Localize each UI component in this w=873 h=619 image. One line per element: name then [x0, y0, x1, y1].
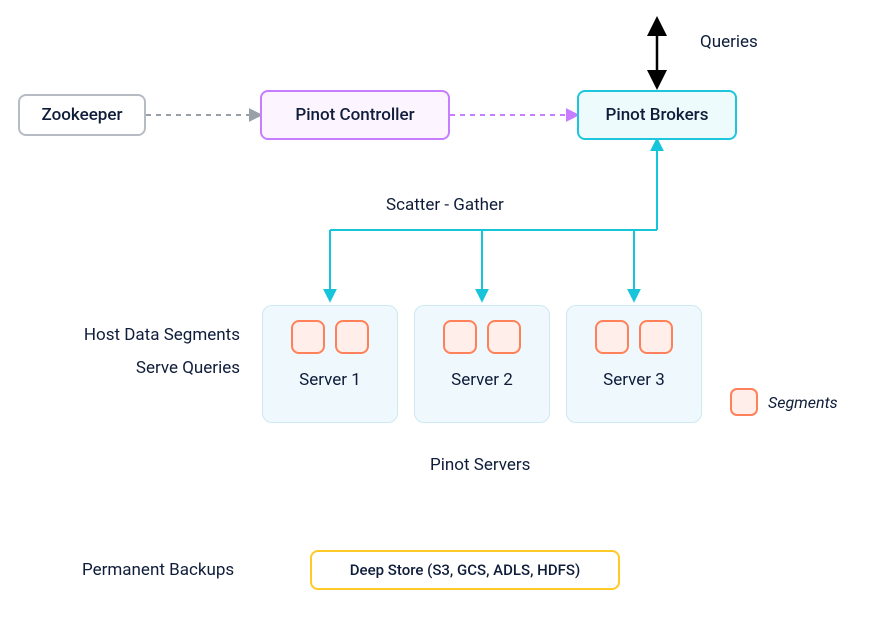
server-label: Server 3 [603, 370, 665, 390]
legend-label: Segments [768, 393, 838, 412]
segments-row [595, 320, 673, 354]
label-queries: Queries [700, 32, 758, 52]
label-host-data-segments: Host Data Segments [40, 325, 240, 345]
node-deep-store: Deep Store (S3, GCS, ADLS, HDFS) [310, 550, 620, 590]
node-zookeeper: Zookeeper [18, 94, 146, 136]
segment-icon [730, 388, 758, 416]
server-label: Server 2 [451, 370, 513, 390]
server-box-1: Server 1 [262, 305, 398, 423]
server-box-2: Server 2 [414, 305, 550, 423]
segment-icon [487, 320, 521, 354]
segment-icon [443, 320, 477, 354]
segments-row [291, 320, 369, 354]
segment-icon [639, 320, 673, 354]
node-label: Pinot Controller [295, 105, 414, 125]
label-pinot-servers: Pinot Servers [430, 455, 530, 475]
legend-segments: Segments [730, 388, 838, 416]
server-box-3: Server 3 [566, 305, 702, 423]
node-label: Deep Store (S3, GCS, ADLS, HDFS) [350, 561, 580, 579]
segment-icon [335, 320, 369, 354]
label-scatter-gather: Scatter - Gather [386, 195, 504, 215]
segment-icon [595, 320, 629, 354]
label-permanent-backups: Permanent Backups [82, 560, 234, 580]
segments-row [443, 320, 521, 354]
node-pinot-controller: Pinot Controller [260, 90, 450, 140]
server-label: Server 1 [299, 370, 361, 390]
diagram-canvas: Zookeeper Pinot Controller Pinot Brokers… [0, 0, 873, 619]
node-label: Zookeeper [42, 105, 123, 125]
segment-icon [291, 320, 325, 354]
node-pinot-brokers: Pinot Brokers [577, 90, 737, 140]
node-label: Pinot Brokers [606, 105, 709, 125]
label-serve-queries: Serve Queries [40, 358, 240, 378]
